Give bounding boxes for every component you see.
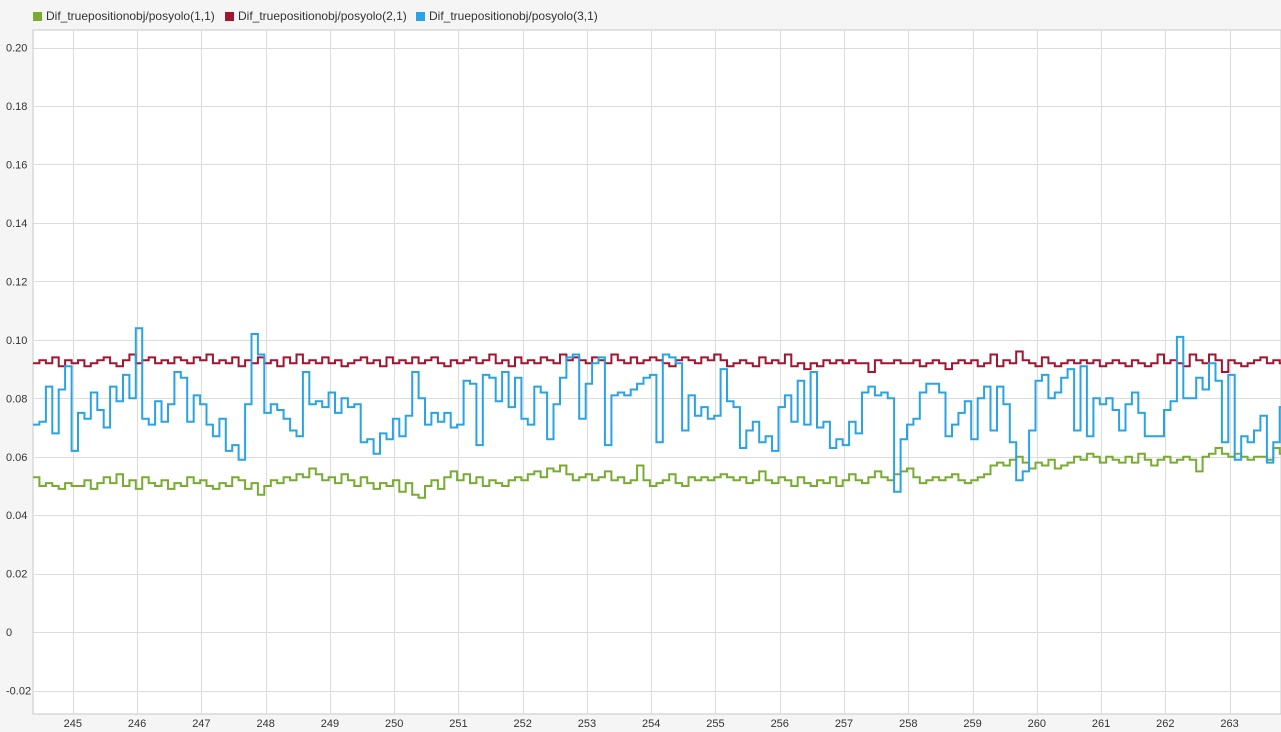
y-tick-label: 0.06 [6, 452, 27, 464]
series-line-2 [33, 350, 1281, 373]
y-tick-label: 0 [6, 627, 12, 639]
legend-swatch-series-3 [416, 11, 425, 21]
x-tick-label: 248 [256, 718, 274, 730]
x-tick-label: 256 [771, 718, 789, 730]
y-tick-label: 0.12 [6, 276, 27, 288]
x-tick-label: 259 [963, 718, 981, 730]
x-tick-label: 249 [321, 718, 339, 730]
y-tick-label: 0.08 [6, 393, 27, 405]
legend-swatch-series-2 [225, 11, 234, 21]
x-tick-label: 247 [192, 718, 210, 730]
y-tick-label: 0.14 [6, 218, 27, 230]
y-tick-label: 0.16 [6, 159, 27, 171]
y-tick-label: 0.20 [6, 43, 27, 55]
series-line-3 [33, 327, 1281, 493]
series-line-1 [33, 447, 1281, 499]
legend-swatch-series-1 [33, 11, 42, 21]
x-tick-label: 255 [706, 718, 724, 730]
y-tick-label: 0.04 [6, 510, 27, 522]
y-tick-label: -0.02 [6, 686, 31, 698]
x-tick-label: 261 [1092, 718, 1110, 730]
x-axis-strip [0, 714, 1281, 732]
y-tick-label: 0.10 [6, 335, 27, 347]
x-tick-label: 254 [642, 718, 660, 730]
x-tick-label: 250 [385, 718, 403, 730]
plot-background [32, 29, 1281, 715]
x-tick-label: 257 [835, 718, 853, 730]
x-tick-label: 263 [1220, 718, 1238, 730]
x-tick-label: 251 [449, 718, 467, 730]
x-tick-label: 246 [128, 718, 146, 730]
x-tick-label: 252 [514, 718, 532, 730]
legend-label-series-2: Dif_truepositionobj/posyolo(2,1) [238, 9, 407, 23]
y-tick-label: 0.02 [6, 569, 27, 581]
legend-item-series-2[interactable]: Dif_truepositionobj/posyolo(2,1) [225, 9, 407, 23]
x-tick-label: 262 [1156, 718, 1174, 730]
x-tick-label: 258 [899, 718, 917, 730]
legend-label-series-3: Dif_truepositionobj/posyolo(3,1) [429, 9, 598, 23]
x-tick-label: 245 [64, 718, 82, 730]
x-tick-label: 253 [578, 718, 596, 730]
legend-item-series-3[interactable]: Dif_truepositionobj/posyolo(3,1) [416, 9, 598, 23]
legend-item-series-1[interactable]: Dif_truepositionobj/posyolo(1,1) [33, 9, 215, 23]
legend-label-series-1: Dif_truepositionobj/posyolo(1,1) [46, 9, 215, 23]
x-tick-label: 260 [1028, 718, 1046, 730]
y-axis-gutter [0, 30, 33, 714]
legend: Dif_truepositionobj/posyolo(1,1) Dif_tru… [0, 0, 1281, 30]
y-tick-label: 0.18 [6, 101, 27, 113]
